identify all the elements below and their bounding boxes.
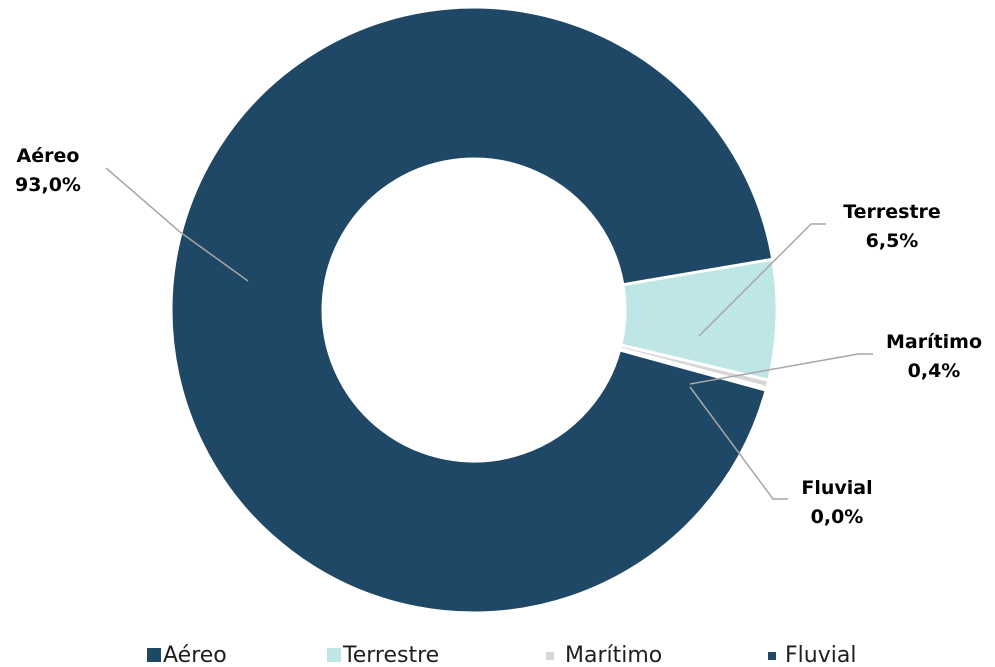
label-aereo-name: Aéreo xyxy=(17,145,80,167)
donut-slices xyxy=(169,5,779,615)
leader-line-terrestre xyxy=(698,223,826,337)
label-terrestre-name: Terrestre xyxy=(843,201,941,223)
label-terrestre-value: 6,5% xyxy=(866,230,919,252)
legend-swatch-maritimo xyxy=(546,652,554,660)
leader-line-maritimo xyxy=(689,353,873,385)
legend-swatch-aereo xyxy=(147,648,161,662)
legend-swatch-terrestre xyxy=(327,648,341,662)
legend-label-terrestre: Terrestre xyxy=(342,643,439,667)
leader-line-aereo xyxy=(105,167,249,282)
label-maritimo-name: Marítimo xyxy=(886,331,982,353)
legend-label-fluvial: Fluvial xyxy=(785,643,856,667)
legend-label-aereo: Aéreo xyxy=(163,643,227,667)
legend-swatch-fluvial xyxy=(768,652,776,660)
label-fluvial-value: 0,0% xyxy=(811,506,864,528)
leader-line-fluvial xyxy=(689,386,788,500)
label-aereo-value: 93,0% xyxy=(15,174,81,196)
legend-label-maritimo: Marítimo xyxy=(565,643,662,667)
slice-aereo xyxy=(169,5,775,615)
label-fluvial-name: Fluvial xyxy=(801,477,872,499)
leader-lines xyxy=(105,167,873,500)
legend: Aéreo Terrestre Marítimo Fluvial xyxy=(147,643,856,667)
label-maritimo-value: 0,4% xyxy=(908,360,961,382)
